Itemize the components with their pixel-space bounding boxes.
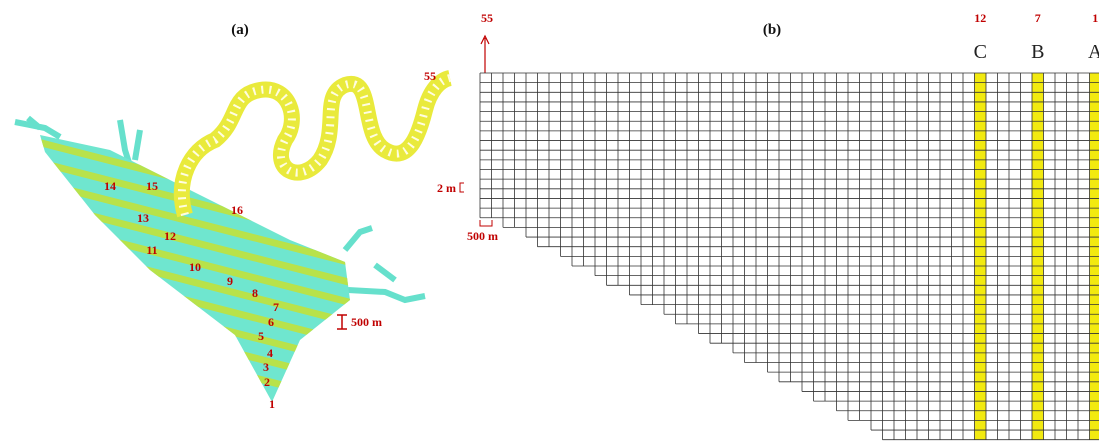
vertical-scale-bar bbox=[459, 182, 464, 193]
section-name: B bbox=[1031, 41, 1044, 63]
section-name: A bbox=[1088, 41, 1099, 63]
scale-bar bbox=[337, 314, 347, 330]
segment-label: 14 bbox=[104, 179, 116, 193]
grid bbox=[479, 72, 1099, 441]
end-label: 55 bbox=[424, 69, 436, 83]
segment-label: 9 bbox=[227, 274, 233, 288]
segment-label: 4 bbox=[267, 346, 273, 360]
segment-label: 13 bbox=[137, 211, 149, 225]
lake-arm bbox=[14, 115, 426, 304]
scale-label: 500 m bbox=[351, 315, 382, 329]
river bbox=[173, 70, 453, 218]
vertical-scale: 2 m bbox=[437, 181, 456, 195]
segment-label: 5 bbox=[258, 329, 264, 343]
segment-label: 6 bbox=[268, 315, 274, 329]
section-name: C bbox=[974, 41, 987, 63]
segment-label: 16 bbox=[231, 203, 243, 217]
river-cells bbox=[177, 74, 452, 217]
grid-lines bbox=[479, 72, 1099, 441]
section-segment: 7 bbox=[1035, 11, 1041, 25]
segment-label: 1 bbox=[269, 397, 275, 411]
segment-label: 10 bbox=[189, 260, 201, 274]
section-segment: 12 bbox=[974, 11, 986, 25]
section-segment: 1 bbox=[1092, 11, 1098, 25]
horizontal-scale-bar bbox=[479, 220, 493, 227]
panel-title: (b) bbox=[763, 22, 781, 38]
segment-label: 7 bbox=[273, 300, 279, 314]
horizontal-scale: 500 m bbox=[467, 229, 498, 243]
segment-label: 3 bbox=[263, 360, 269, 374]
segment-label: 2 bbox=[264, 375, 270, 389]
panel-b: (b) 55 2 m 500 m bbox=[437, 11, 1099, 441]
end-label: 55 bbox=[481, 11, 493, 25]
segment-label: 8 bbox=[252, 286, 258, 300]
arrow bbox=[480, 34, 490, 73]
panel-title: (a) bbox=[231, 22, 249, 38]
segment-label: 12 bbox=[164, 229, 176, 243]
segment-label: 11 bbox=[146, 243, 157, 257]
segment-label: 15 bbox=[146, 179, 158, 193]
